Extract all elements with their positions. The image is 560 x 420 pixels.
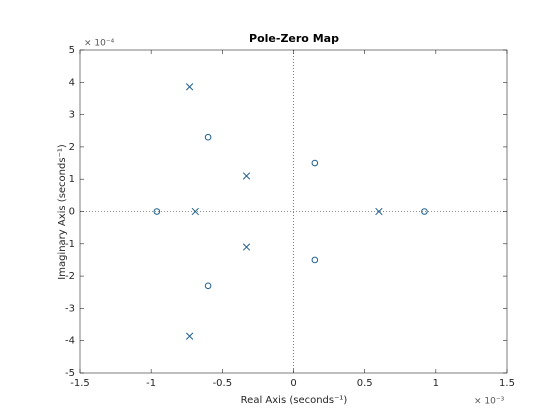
y-axis-label: Imaginary Axis (seconds⁻¹) [57, 144, 68, 280]
x-tick-label: 0.5 [357, 378, 373, 389]
y-exponent: × 10⁻⁴ [84, 39, 115, 49]
zero-marker [204, 133, 212, 141]
x-tick-label: -1.5 [70, 378, 90, 389]
y-tick-label: 5 [69, 45, 75, 56]
zero-marker [311, 159, 319, 167]
pole-marker [191, 207, 199, 216]
zero-marker [153, 208, 161, 215]
pole-marker [185, 332, 194, 340]
x-tick-label: -0.5 [213, 378, 233, 389]
x-tick-label: 1 [433, 378, 439, 389]
zero-marker [311, 256, 319, 264]
y-tick-label: 4 [69, 77, 75, 88]
x-axis-label: Real Axis (seconds⁻¹) [241, 395, 348, 406]
y-tick-label: 1 [69, 174, 75, 185]
pole-marker [185, 83, 194, 91]
y-tick-label: -1 [65, 239, 75, 250]
y-tick-label: -2 [65, 271, 75, 282]
y-tick-label: -3 [65, 303, 75, 314]
y-tick-label: 2 [69, 142, 75, 153]
x-tick-label: 0 [290, 378, 296, 389]
y-tick-label: -5 [65, 368, 75, 379]
x-tick-label: -1 [146, 378, 156, 389]
pole-marker [242, 172, 251, 180]
pole-marker [375, 207, 383, 216]
pole-marker [242, 243, 251, 251]
x-tick-label: 1.5 [499, 378, 515, 389]
chart-title: Pole-Zero Map [249, 32, 339, 45]
x-exponent: × 10⁻³ [474, 397, 505, 407]
y-tick-label: -4 [65, 336, 75, 347]
zero-marker [204, 282, 212, 290]
zero-marker [421, 208, 428, 215]
y-tick-label: 3 [69, 110, 75, 121]
y-tick-label: 0 [69, 207, 75, 218]
